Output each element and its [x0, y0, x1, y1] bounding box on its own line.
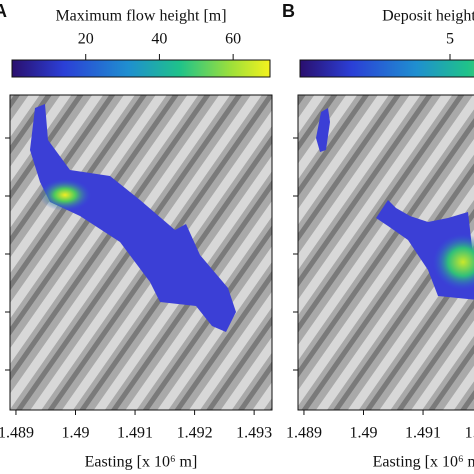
x-tick-label: 1.491: [405, 425, 441, 442]
colorbar-label: Maximum flow height [m]: [55, 8, 226, 25]
colorbar: [299, 59, 474, 78]
x-axis-label: Easting [x 10⁶ m]: [373, 454, 474, 471]
map-frame: [9, 94, 273, 411]
colorbar-tick-label: 20: [78, 31, 94, 48]
panel-label: B: [282, 1, 295, 21]
panel-label: A: [0, 1, 7, 21]
x-axis-label: Easting [x 10⁶ m]: [85, 454, 198, 471]
x-tick-label: 1.489: [286, 425, 322, 442]
colorbar: [11, 59, 271, 78]
x-tick-label: 1.49: [350, 425, 378, 442]
colorbar-tick-label: 40: [151, 31, 167, 48]
map-frame: [297, 94, 474, 411]
flow-peak: [433, 234, 474, 290]
x-tick-label: 1.49: [62, 425, 90, 442]
colorbar-label: Deposit height: [382, 8, 474, 25]
colorbar-tick-label: 5: [446, 31, 454, 48]
flow-extent: [316, 108, 330, 152]
colorbar-tick-label: 60: [225, 31, 241, 48]
x-tick-label: 1.492: [465, 425, 474, 442]
x-tick-label: 1.492: [177, 425, 213, 442]
x-tick-label: 1.489: [0, 425, 34, 442]
flow-peak: [39, 179, 91, 211]
x-tick-label: 1.493: [236, 425, 272, 442]
x-tick-label: 1.491: [117, 425, 153, 442]
flow-extent: [30, 104, 236, 332]
